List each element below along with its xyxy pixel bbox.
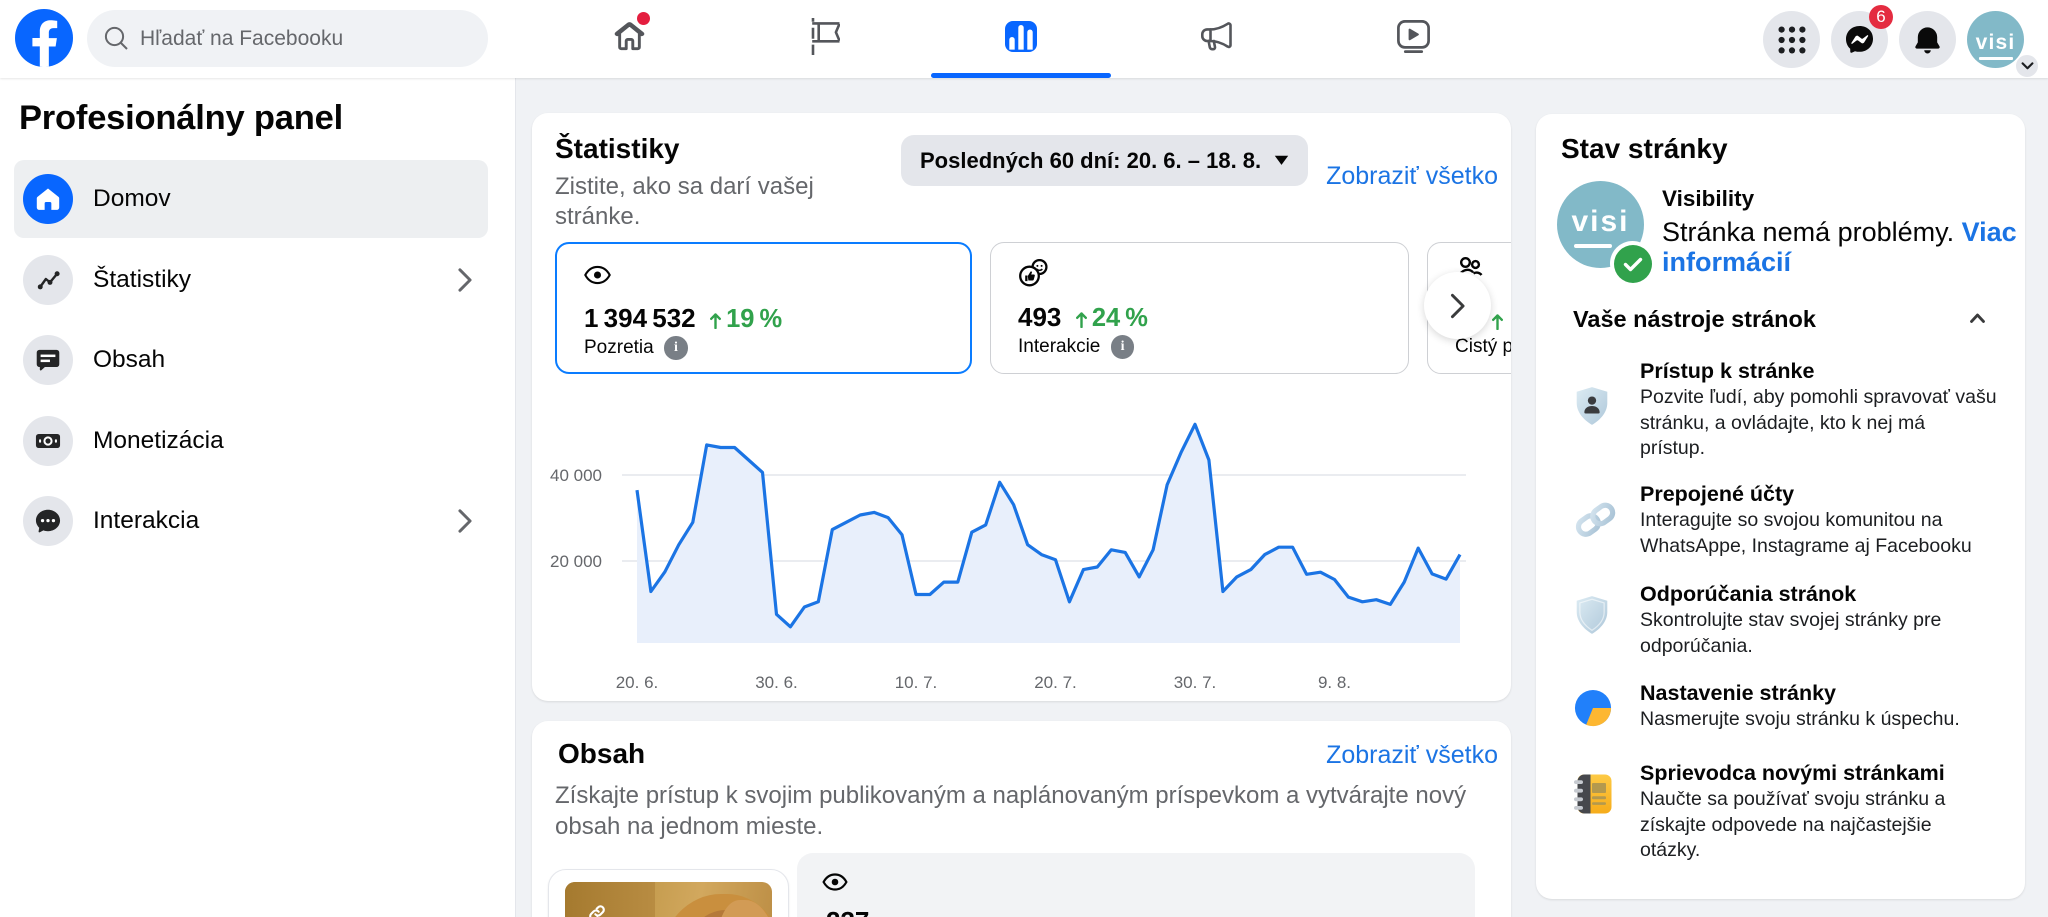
svg-text:40 000: 40 000 bbox=[550, 466, 602, 485]
svg-text:20. 7.: 20. 7. bbox=[1034, 673, 1077, 690]
svg-text:20 000: 20 000 bbox=[550, 552, 602, 571]
svg-text:9. 8.: 9. 8. bbox=[1318, 673, 1351, 690]
svg-text:10. 7.: 10. 7. bbox=[895, 673, 938, 690]
svg-text:30. 6.: 30. 6. bbox=[755, 673, 798, 690]
svg-text:20. 6.: 20. 6. bbox=[616, 673, 659, 690]
svg-text:30. 7.: 30. 7. bbox=[1174, 673, 1217, 690]
